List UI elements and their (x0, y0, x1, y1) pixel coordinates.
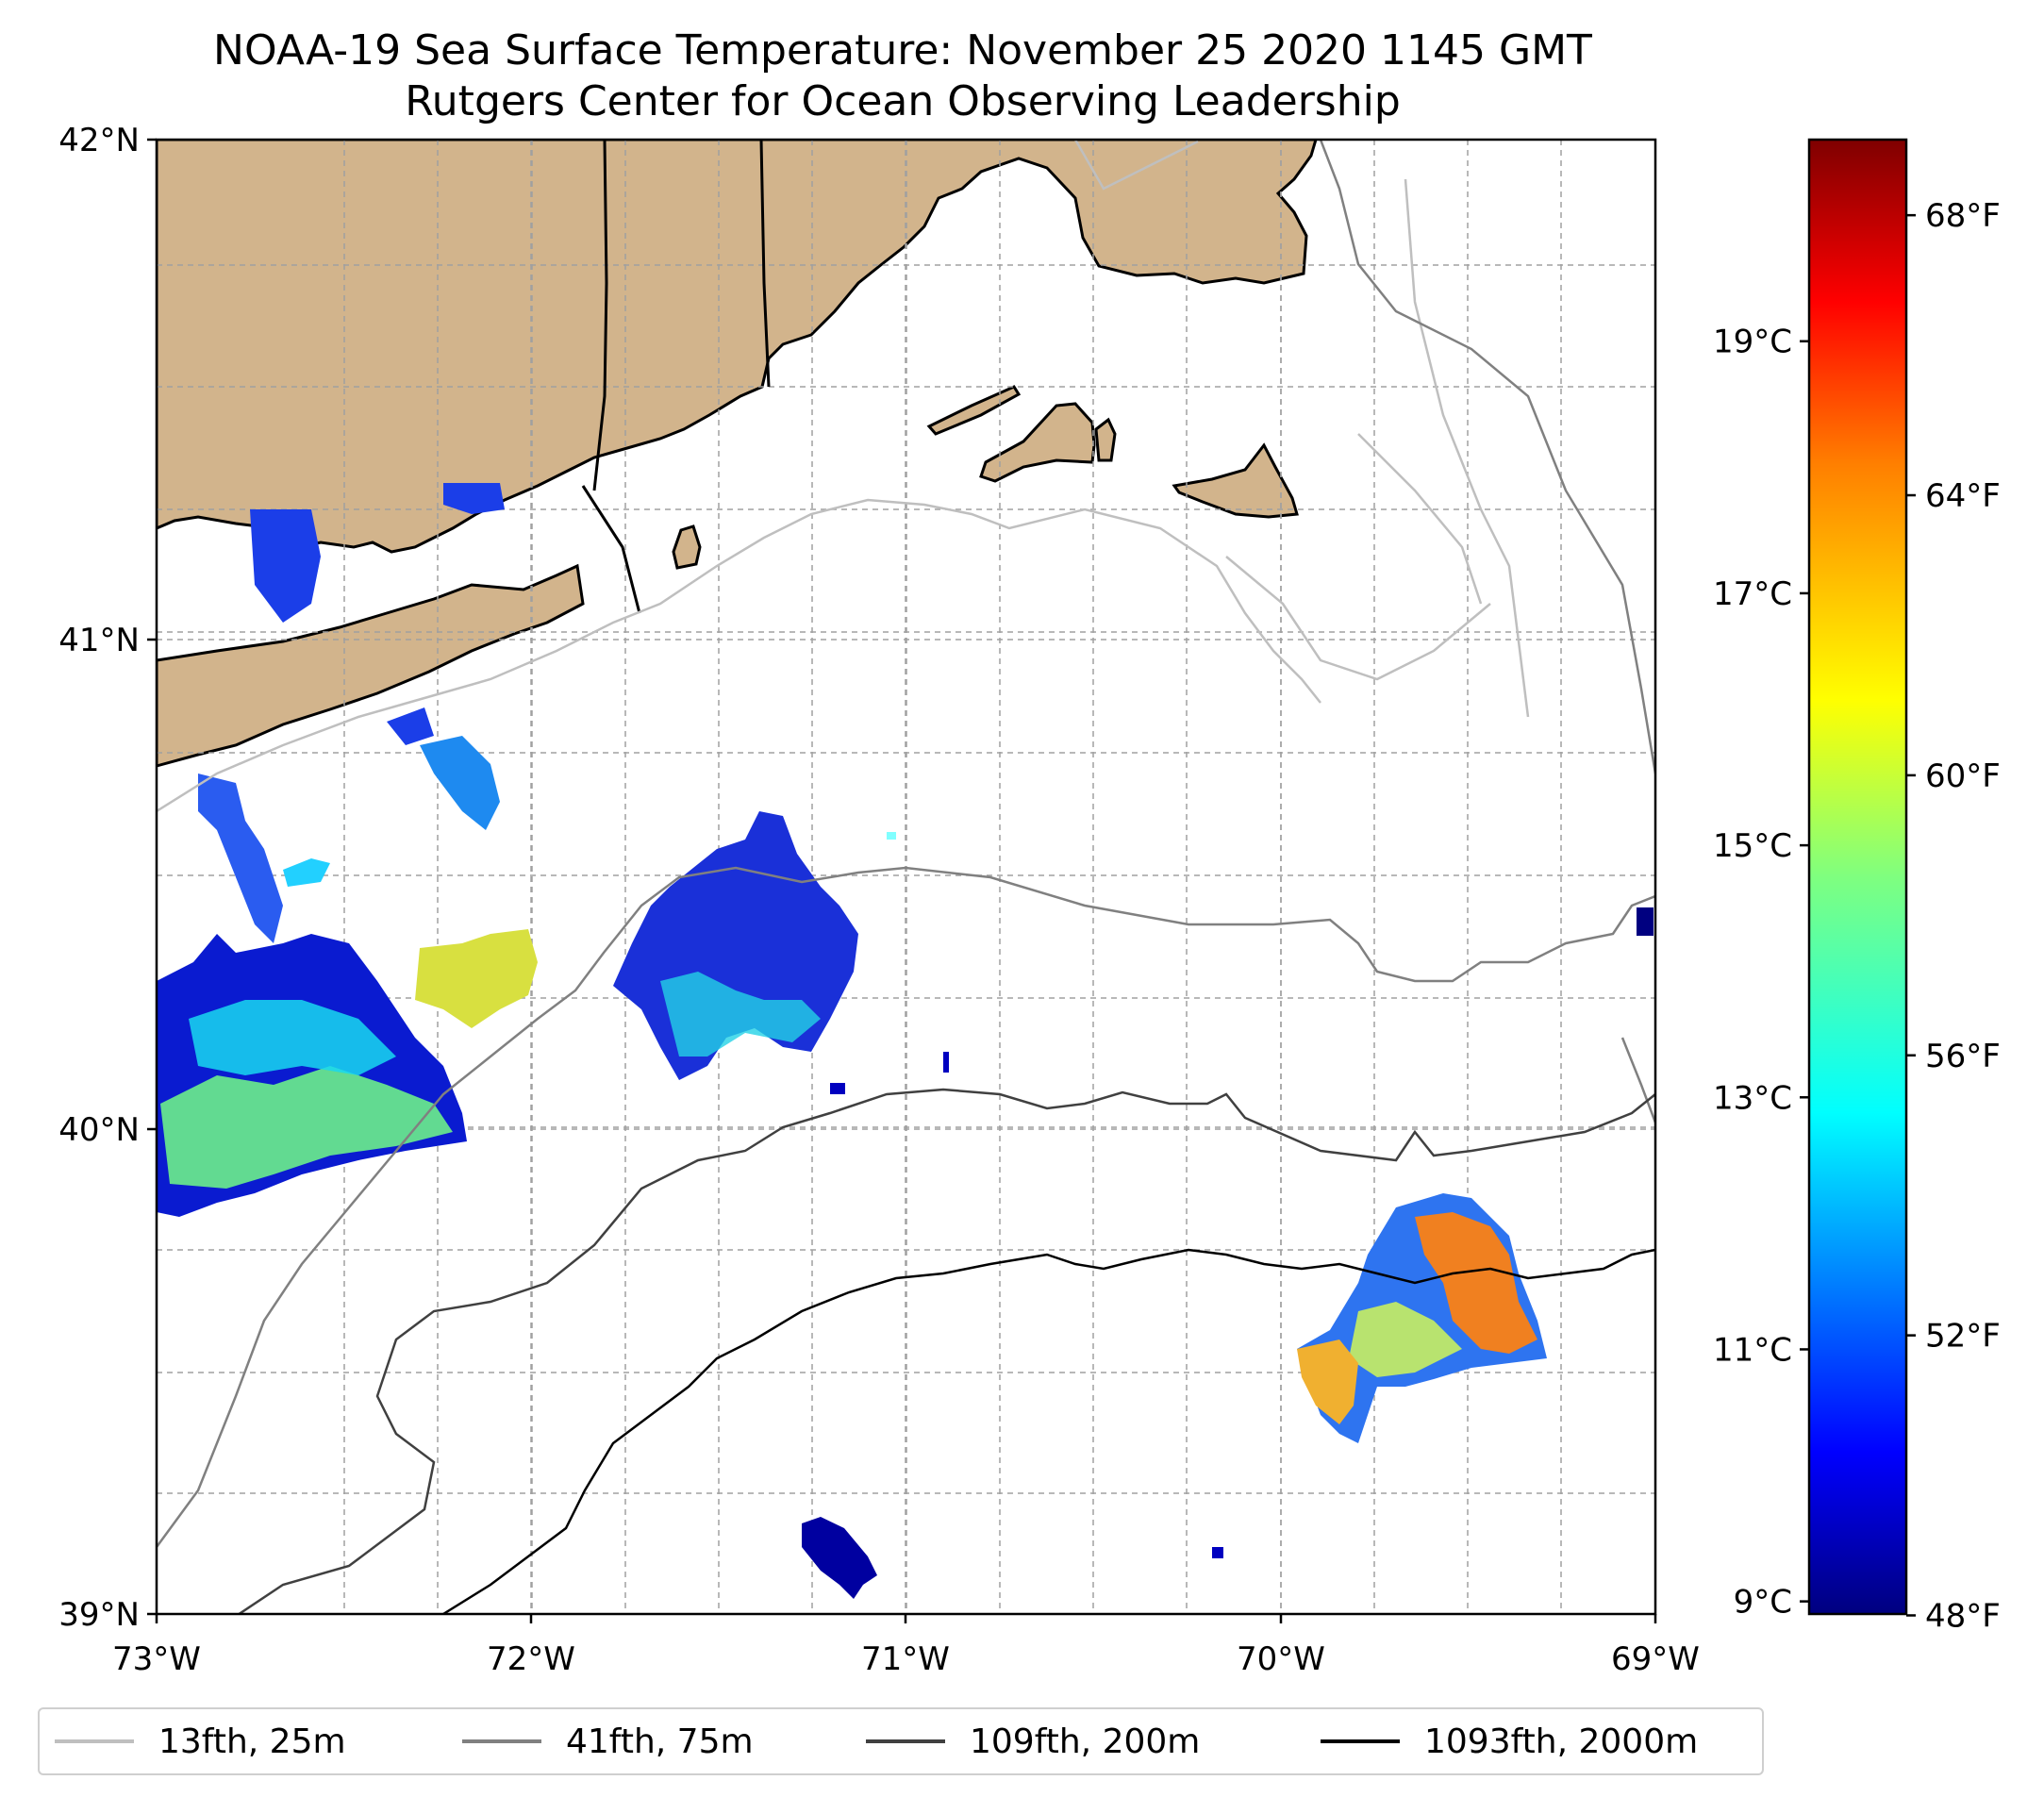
legend-swatch-25m (55, 1739, 134, 1743)
lon-label-70w: 70°W (1237, 1640, 1325, 1678)
colorbar-fahrenheit-label: 48°F (1925, 1597, 2001, 1635)
colorbar-celsius-label: 13°C (1713, 1079, 1792, 1117)
map-ticks (147, 138, 1657, 1623)
sst-patch-east-tail (1297, 1339, 1358, 1424)
sst-dot-4 (1212, 1547, 1223, 1558)
lon-label-69w: 69°W (1611, 1640, 1700, 1678)
sst-patches (157, 483, 1653, 1599)
map-title: NOAA-19 Sea Surface Temperature: Novembe… (213, 26, 1592, 75)
isobath-75m (157, 140, 1655, 1548)
lat-label-39n: 39°N (58, 1596, 140, 1634)
lon-label-72w: 72°W (487, 1640, 575, 1678)
isobath-200m (237, 1088, 1655, 1614)
legend-label-200m: 109fth, 200m (970, 1722, 1201, 1761)
sst-patch-ny-bight-mid (189, 1000, 396, 1075)
sst-patch-sound-east (443, 483, 505, 514)
legend-item-75m: 41fth, 75m (462, 1709, 754, 1773)
sst-patch-east-yellow (1349, 1302, 1462, 1377)
sst-dot-1 (1637, 907, 1653, 936)
land-long-island (157, 563, 585, 768)
lat-label-41n: 41°N (58, 622, 140, 659)
colorbar-celsius-label: 15°C (1713, 827, 1792, 865)
isobath-25m (157, 140, 1530, 813)
colorbar-ticks: 9°C 11°C 13°C 15°C 17°C 19°C 48°F 52°F 56°F 60°F 6… (1713, 197, 2001, 1635)
isobath-2000m (442, 1248, 1655, 1614)
legend-item-25m: 13fth, 25m (55, 1709, 346, 1773)
sst-patch-central (613, 811, 858, 1080)
sst-patch-midshelf-warm (415, 929, 538, 1028)
land-marthas-vineyard (979, 402, 1096, 483)
map-subtitle: Rutgers Center for Ocean Observing Leade… (405, 77, 1401, 125)
land-elizabeth-islands (926, 385, 1022, 436)
sst-dot-2 (943, 1052, 949, 1073)
legend-label-75m: 41fth, 75m (566, 1722, 754, 1761)
colorbar-fahrenheit-label: 64°F (1925, 477, 2001, 515)
colorbar-fahrenheit-label: 56°F (1925, 1038, 2001, 1075)
colorbar-celsius-label: 9°C (1734, 1584, 1792, 1622)
sst-patch-east-warm (1415, 1212, 1537, 1354)
colorbar-fahrenheit-label: 68°F (1925, 197, 2001, 235)
sst-patch-south (802, 1517, 877, 1599)
isobath-legend: 13fth, 25m 41fth, 75m 109fth, 200m 1093f… (38, 1707, 1764, 1775)
land-mainland (157, 140, 1318, 554)
legend-item-200m: 109fth, 200m (866, 1709, 1200, 1773)
colorbar-celsius-label: 17°C (1713, 575, 1792, 613)
colorbar-celsius-label: 19°C (1713, 324, 1792, 361)
sst-patch-li-east (387, 707, 434, 745)
sst-patch-sound-west (250, 509, 321, 623)
land-chappaquiddick (1094, 417, 1117, 462)
sst-patch-nw-small (283, 858, 330, 887)
sst-dot-3 (830, 1083, 845, 1094)
sst-dot-5 (887, 832, 896, 840)
land-nantucket (1172, 442, 1299, 519)
legend-label-2000m: 1093fth, 2000m (1424, 1722, 1699, 1761)
sst-patch-central-mid (660, 972, 821, 1057)
colorbar-celsius-label: 11°C (1713, 1331, 1792, 1369)
lat-label-42n: 42°N (58, 122, 140, 159)
sst-patch-ny-bight-warm (160, 1066, 453, 1189)
legend-swatch-2000m (1321, 1739, 1400, 1743)
land-block-island (672, 524, 702, 570)
sst-patch-coastal (198, 774, 283, 943)
colorbar (1807, 138, 1908, 1616)
legend-item-2000m: 1093fth, 2000m (1321, 1709, 1698, 1773)
legend-label-25m: 13fth, 25m (158, 1722, 346, 1761)
legend-swatch-75m (462, 1739, 541, 1743)
sst-patch-montauk (420, 736, 500, 830)
colorbar-fahrenheit-label: 60°F (1925, 757, 2001, 795)
lat-label-40n: 40°N (58, 1111, 140, 1149)
lon-label-73w: 73°W (112, 1640, 201, 1678)
colorbar-fahrenheit-label: 52°F (1925, 1318, 2001, 1356)
state-borders (581, 140, 771, 614)
lon-label-71w: 71°W (861, 1640, 950, 1678)
legend-swatch-200m (866, 1739, 945, 1743)
